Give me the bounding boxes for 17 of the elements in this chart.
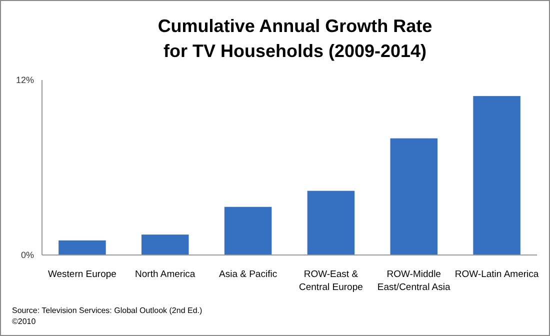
x-tick-label: ROW-Latin America	[454, 269, 540, 280]
chart-title: Cumulative Annual Growth Rate for TV Households (2009-2014)	[158, 16, 432, 61]
source-note: Source: Television Services: Global Outlook (2nd Ed.)	[12, 306, 203, 315]
x-tick-label: Western Europe	[48, 269, 116, 280]
x-tick-label: ROW-Middle East/Central Asia	[377, 269, 452, 293]
bar	[473, 96, 520, 255]
bar	[141, 234, 189, 255]
bar	[390, 138, 438, 255]
bar	[307, 190, 355, 255]
x-tick-label: ROW-East & Central Europe	[299, 269, 363, 293]
x-tick-label: Asia & Pacific	[219, 269, 278, 280]
bar	[224, 206, 272, 255]
bar	[58, 240, 106, 255]
x-tick-label: North America	[135, 269, 196, 280]
y-tick-label: 0%	[20, 250, 34, 260]
text: ©2010	[12, 317, 36, 326]
y-tick-label: 12%	[16, 75, 34, 85]
